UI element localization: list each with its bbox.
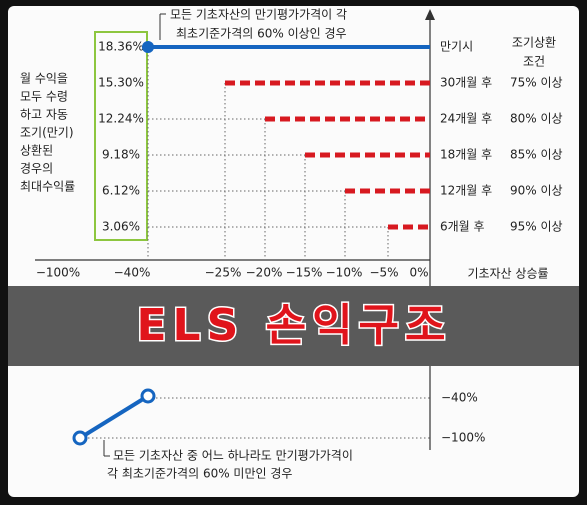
return-label: 18.36%	[98, 40, 144, 54]
panel	[8, 6, 579, 497]
left-note-line: 조기(만기)	[20, 126, 74, 140]
x-tick-label: −40%	[114, 266, 151, 280]
returns-box	[94, 31, 148, 241]
title-band	[8, 286, 579, 366]
condition-header: 조건	[523, 55, 545, 69]
loss-point	[140, 388, 156, 404]
left-note-line: 경우의	[20, 162, 53, 176]
x-tick-label: −10%	[326, 266, 363, 280]
x-tick-label: −100%	[36, 266, 80, 280]
maturity-label: 만기시	[440, 40, 473, 54]
condition-header: 조기상환	[512, 36, 556, 50]
x-tick-label: 0%	[409, 266, 428, 280]
x-axis-label: 기초자산 상승률	[467, 267, 548, 281]
maturity-point	[142, 41, 154, 53]
bottom-note: 모든 기초자산 중 어느 하나라도 만기평가가격이	[113, 449, 353, 463]
condition-label: 90% 이상	[510, 184, 563, 198]
condition-label: 85% 이상	[510, 148, 563, 162]
left-note-line: 최대수익률	[20, 180, 75, 194]
return-label: 9.18%	[102, 148, 140, 162]
period-label: 6개월 후	[440, 220, 485, 234]
loss-point	[72, 430, 88, 446]
left-note-line: 월 수익을	[20, 72, 68, 86]
period-label: 30개월 후	[440, 76, 492, 90]
condition-label: 75% 이상	[510, 76, 563, 90]
guides	[147, 47, 389, 258]
x-tick-label: −25%	[205, 266, 242, 280]
loss-line	[78, 394, 150, 440]
loss-tick-label: −40%	[441, 391, 478, 405]
axis-arrow	[425, 9, 435, 20]
condition-label: 95% 이상	[510, 220, 563, 234]
x-tick-label: −5%	[369, 266, 398, 280]
loss-tick-label: −100%	[441, 431, 485, 445]
period-label: 12개월 후	[440, 184, 492, 198]
period-label: 24개월 후	[440, 112, 492, 126]
top-note: 모든 기초자산의 만기평가가격이 각	[170, 8, 347, 22]
left-note-line: 상환된	[20, 144, 53, 158]
bottom-note: 각 최초기준가격의 60% 미만인 경우	[107, 467, 292, 481]
return-label: 15.30%	[98, 76, 144, 90]
return-label: 3.06%	[102, 220, 140, 234]
left-note: 월 수익을 모두 수령 하고 자동 조기(만기) 상환된 경우의 최대수익률	[20, 72, 75, 194]
x-tick-label: −20%	[246, 266, 283, 280]
condition-label: 80% 이상	[510, 112, 563, 126]
period-label: 18개월 후	[440, 148, 492, 162]
left-note-line: 하고 자동	[20, 108, 68, 122]
x-tick-label: −15%	[286, 266, 323, 280]
return-label: 12.24%	[98, 112, 144, 126]
return-label: 6.12%	[102, 184, 140, 198]
top-note: 최초기준가격의 60% 이상인 경우	[176, 27, 347, 41]
left-note-line: 모두 수령	[20, 90, 68, 104]
title: ELS 손익구조	[136, 300, 451, 351]
